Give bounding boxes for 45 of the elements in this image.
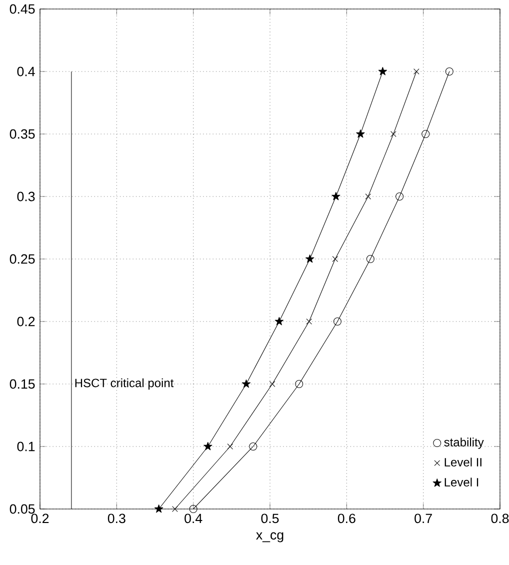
- y-tick-label: 0.1: [17, 442, 34, 452]
- point: [269, 381, 276, 387]
- point: [395, 192, 404, 201]
- point: [332, 256, 338, 262]
- x-tick-label: 0.7: [414, 514, 432, 524]
- point: [189, 504, 198, 513]
- y-tick-label: 0.45: [10, 4, 35, 14]
- point: [365, 194, 371, 200]
- point: [227, 444, 233, 450]
- y-tick-label: 0.3: [17, 192, 35, 202]
- annotation: HSCT critical point: [75, 378, 174, 390]
- point: [248, 442, 257, 450]
- point: [333, 317, 342, 326]
- point: [172, 506, 178, 512]
- point: [413, 68, 420, 74]
- y-tick-label: 0.05: [10, 504, 35, 514]
- point: [356, 129, 365, 138]
- y-tick-label: 0.35: [10, 129, 35, 139]
- point: [366, 254, 374, 264]
- point: [378, 66, 387, 76]
- x-tick-label: 0.6: [338, 514, 356, 524]
- legend-label: stability: [444, 438, 484, 449]
- y-tick-label: 0.4: [17, 66, 35, 76]
- point: [331, 192, 340, 200]
- x-tick-label: 0.5: [261, 514, 279, 524]
- point: [154, 504, 163, 513]
- y-tick-label: 0.15: [10, 379, 35, 389]
- point: [305, 254, 314, 263]
- point: [242, 379, 250, 388]
- x-tick-label: 0.4: [184, 514, 202, 524]
- point: [294, 380, 303, 388]
- point: [306, 318, 312, 324]
- x-axis-title: x_cg: [256, 532, 284, 542]
- point: [421, 130, 430, 138]
- point: [445, 68, 454, 76]
- x-tick-label: 0.3: [108, 514, 126, 524]
- y-tick-label: 0.25: [10, 254, 35, 264]
- y-tick-label: 0.2: [17, 316, 34, 326]
- legend-label: Level I: [444, 478, 478, 487]
- x-tick-label: 0.2: [31, 514, 48, 524]
- legend-label: Level II: [444, 458, 482, 466]
- point: [203, 442, 212, 450]
- point: [274, 316, 284, 326]
- x-tick-label: 0.8: [491, 514, 509, 524]
- point: [390, 131, 396, 137]
